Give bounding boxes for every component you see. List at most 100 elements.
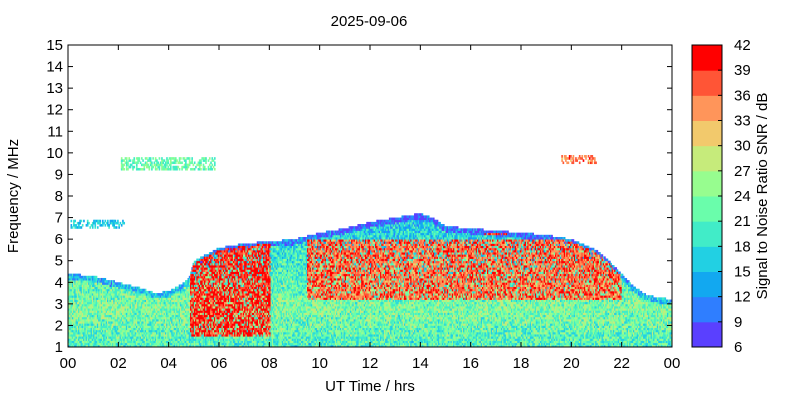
heatmap-cell [90,275,93,279]
heatmap-cell [95,282,98,285]
heatmap-cell [144,334,147,337]
heatmap-cell [117,318,119,322]
heatmap-cell [138,290,141,294]
heatmap-cell [104,342,107,346]
heatmap-cell [86,331,89,335]
heatmap-cell [137,321,139,324]
heatmap-cell [124,308,127,311]
heatmap-cell [70,316,73,320]
heatmap-cell [128,303,131,307]
heatmap-cell [114,303,117,307]
heatmap-cell [112,316,114,320]
heatmap-cell [96,310,99,313]
heatmap-cell [120,299,123,303]
heatmap-cell [88,306,90,309]
heatmap-cell [117,282,119,285]
heatmap-cell [99,308,102,311]
heatmap-cell [135,344,138,347]
heatmap-cell [108,301,110,305]
heatmap-cell [99,293,102,296]
heatmap-cell [69,273,71,277]
heatmap-cell [108,299,110,303]
heatmap-cell [81,344,84,347]
heatmap-cell [81,286,84,290]
heatmap-cell [142,312,144,316]
heatmap-cell [112,334,114,337]
heatmap-cell [115,340,118,344]
heatmap-cell [80,340,83,344]
heatmap-cell [105,293,108,296]
heatmap-cell [101,221,104,225]
heatmap-cell [86,329,89,333]
heatmap-cell [76,340,79,344]
heatmap-cell [86,299,89,303]
heatmap-cell [94,314,97,318]
heatmap-cell [89,308,92,311]
heatmap-cell [68,342,70,346]
heatmap-cell [89,338,92,341]
heatmap-cell [143,316,146,320]
heatmap-cell [142,329,144,333]
heatmap-cell [69,288,71,292]
heatmap-cell [68,325,70,328]
heatmap-cell [143,312,146,316]
heatmap-cell [88,316,90,320]
heatmap-cell [80,336,83,339]
heatmap-cell [103,312,105,316]
heatmap-cell [112,323,114,326]
heatmap-cell [125,295,128,298]
heatmap-cell [89,312,92,316]
heatmap-cell [81,224,84,227]
heatmap-cell [114,342,117,346]
heatmap-cell [119,331,122,335]
heatmap-cell [117,303,119,307]
heatmap-cell [70,342,73,346]
heatmap-cell [140,318,143,322]
heatmap-cell [113,331,115,335]
heatmap-cell [135,288,138,292]
heatmap-cell [139,338,142,341]
heatmap-cell [80,312,83,316]
heatmap-cell [129,163,132,167]
heatmap-cell [91,325,94,328]
heatmap-cell [69,314,71,318]
heatmap-cell [104,290,107,294]
heatmap-cell [142,290,144,294]
heatmap-cell [88,282,90,285]
heatmap-cell [81,334,84,337]
heatmap-cell [71,314,74,318]
heatmap-cell [96,325,99,328]
heatmap-cell [139,295,142,298]
heatmap-cell [103,314,105,318]
heatmap-cell [105,327,108,331]
heatmap-cell [140,321,143,324]
heatmap-cell [71,327,74,331]
heatmap-cell [81,327,84,331]
heatmap-cell [103,284,105,287]
heatmap-cell [85,224,88,227]
heatmap-cell [125,325,128,328]
heatmap-cell [140,340,143,344]
heatmap-cell [125,161,128,165]
heatmap-cell [91,314,94,318]
heatmap-cell [78,224,80,227]
heatmap-cell [109,290,112,294]
heatmap-cell [142,301,144,305]
heatmap-cell [130,336,133,339]
heatmap-cell [137,308,139,311]
heatmap-cell [122,327,124,331]
heatmap-cell [143,331,146,335]
heatmap-cell [142,314,144,318]
heatmap-cell [69,275,71,279]
heatmap-cell [133,340,136,344]
heatmap-cell [88,334,90,337]
heatmap-cell [79,275,81,279]
heatmap-cell [93,301,95,305]
heatmap-cell [142,303,144,307]
heatmap-cell [71,318,74,322]
heatmap-cell [127,316,129,320]
heatmap-cell [80,219,83,223]
heatmap-cell [76,329,79,333]
heatmap-cell [70,331,73,335]
heatmap-cell [104,297,107,300]
